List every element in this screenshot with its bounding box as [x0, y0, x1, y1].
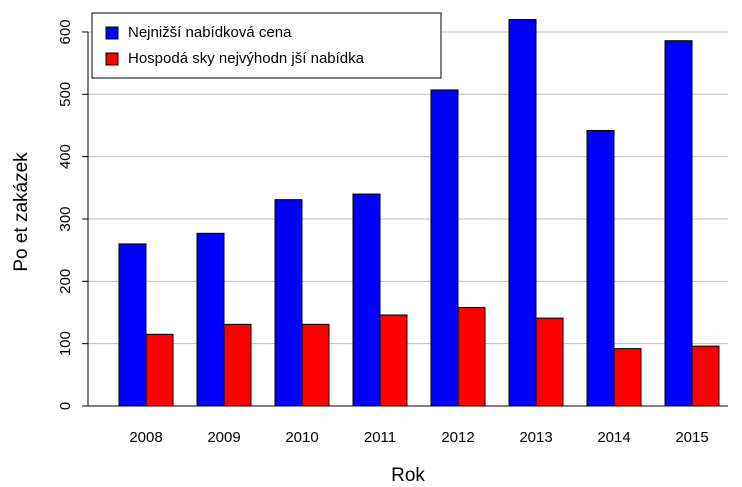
x-tick-label: 2015: [675, 429, 708, 446]
x-axis-label: Rok: [391, 465, 425, 486]
bar: [196, 232, 225, 407]
bar: [379, 314, 408, 407]
y-tick-label: 500: [57, 82, 74, 107]
bar: [118, 243, 147, 407]
x-tick-label: 2011: [364, 429, 396, 446]
y-tick-label: 200: [57, 269, 74, 294]
bar: [274, 199, 303, 407]
legend-label: Nejnižší nabídková cena: [128, 24, 292, 41]
bar: [352, 193, 381, 407]
legend-label: Hospodá sky nejvýhodn jší nabídka: [128, 50, 365, 67]
bar: [535, 317, 564, 407]
legend-box: [91, 12, 442, 79]
bar: [586, 129, 615, 407]
y-tick-label: 100: [57, 331, 74, 356]
bar: [301, 323, 330, 407]
bar: [430, 89, 459, 407]
legend-swatch: [105, 52, 119, 66]
x-tick-label: 2013: [519, 429, 552, 446]
x-tick-label: 2012: [441, 429, 474, 446]
x-tick-label: 2010: [285, 429, 318, 446]
x-tick-label: 2008: [129, 429, 162, 446]
y-tick-label: 600: [57, 19, 74, 44]
bar: [613, 348, 642, 407]
bar: [664, 40, 693, 407]
bar: [691, 345, 720, 407]
bar: [457, 307, 486, 407]
x-tick-label: 2014: [597, 429, 630, 446]
y-axis-label: Po et zakázek: [11, 152, 32, 272]
y-tick-label: 300: [57, 206, 74, 231]
bar: [145, 333, 174, 407]
x-tick-label: 2009: [207, 429, 240, 446]
bar: [508, 19, 537, 407]
y-tick-label: 0: [57, 402, 74, 410]
y-tick-label: 400: [57, 144, 74, 169]
legend-swatch: [105, 26, 119, 40]
bar: [223, 323, 252, 407]
